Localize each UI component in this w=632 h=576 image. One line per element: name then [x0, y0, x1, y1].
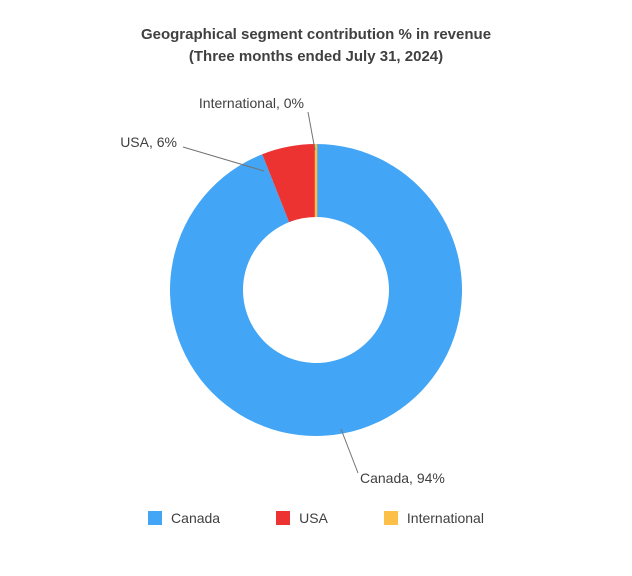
data-label-canada: Canada, 94%	[360, 470, 445, 486]
data-label-usa: USA, 6%	[120, 134, 177, 150]
legend-item-international: International	[383, 510, 484, 526]
data-label-international: International, 0%	[198, 95, 304, 111]
legend-label-international: International	[406, 510, 484, 526]
legend-label-usa: USA	[299, 510, 328, 526]
legend-item-canada: Canada	[148, 510, 220, 526]
chart-title: Geographical segment contribution % in r…	[0, 24, 632, 68]
chart-title-line2: (Three months ended July 31, 2024)	[188, 48, 444, 65]
donut-slices	[170, 144, 462, 436]
legend-swatch-international	[383, 511, 398, 525]
legend-swatch-canada	[148, 511, 163, 525]
chart-legend: Canada USA International	[0, 510, 632, 526]
legend-item-usa: USA	[276, 510, 328, 526]
pie-slice-usa	[262, 144, 316, 223]
leader-line-canada	[340, 428, 359, 474]
legend-label-canada: Canada	[171, 510, 221, 526]
legend-swatch-usa	[276, 511, 291, 525]
pie-slice-canada	[170, 144, 462, 436]
leader-line-usa	[182, 146, 265, 172]
chart-title-line1: Geographical segment contribution % in r…	[140, 26, 492, 43]
leader-line-international	[307, 111, 316, 151]
